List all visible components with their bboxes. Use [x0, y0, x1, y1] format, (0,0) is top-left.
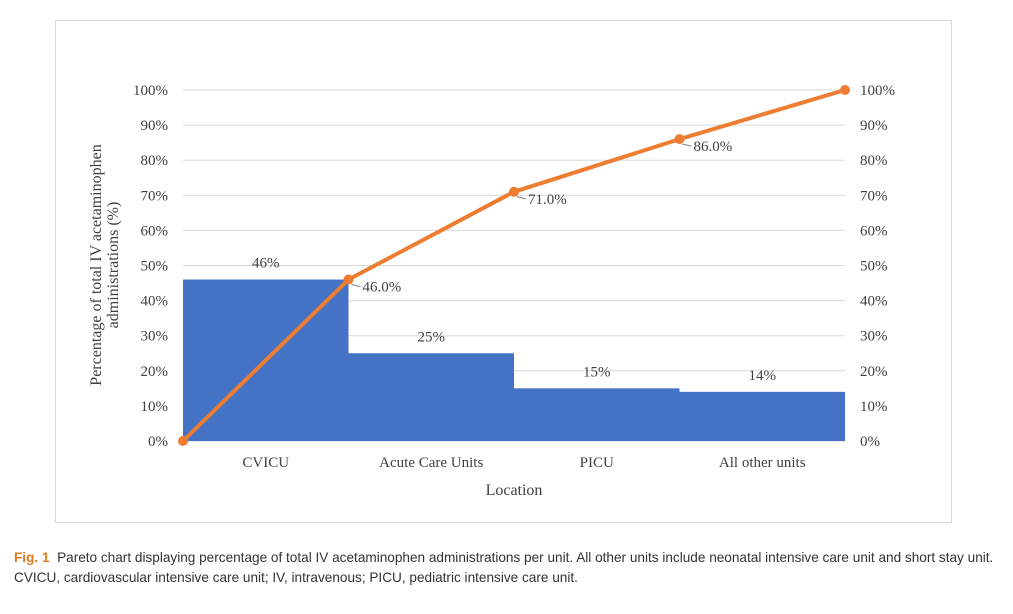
y-tick-label-right: 90% [860, 118, 888, 134]
cumulative-point-label: 86.0% [694, 139, 733, 155]
figure-label: Fig. 1 [14, 550, 50, 565]
y-tick-label-right: 50% [860, 259, 888, 275]
figure-frame [55, 20, 952, 523]
y-tick-label-left: 60% [141, 223, 169, 239]
caption-spacer [50, 550, 58, 565]
cumulative-line-group [178, 85, 850, 446]
cumulative-point [178, 436, 188, 446]
point-label-leader [516, 196, 527, 200]
y-axis-title-line-2: administrations (%) [105, 202, 122, 329]
y-tick-label-right: 40% [860, 294, 888, 310]
y-tick-label-right: 30% [860, 329, 888, 345]
y-tick-label-right: 100% [860, 83, 895, 99]
point-label-leader [351, 284, 361, 288]
cumulative-point-label: 71.0% [528, 192, 567, 208]
bar-value-label: 15% [583, 364, 611, 380]
y-tick-label-right: 20% [860, 364, 888, 380]
y-tick-label-left: 80% [141, 153, 169, 169]
y-tick-label-left: 50% [141, 259, 169, 275]
y-tick-label-right: 60% [860, 223, 888, 239]
labels: 0% 0% 10% 10% 20% 20% 30% 30% 40% 40% 50% 50% 60% 60%… [133, 83, 895, 471]
y-tick-label-left: 20% [141, 364, 169, 380]
caption-text: Pareto chart displaying percentage of to… [14, 550, 994, 585]
y-tick-label-right: 70% [860, 188, 888, 204]
y-tick-label-left: 100% [133, 83, 168, 99]
pareto-chart: 0% 0% 10% 10% 20% 20% 30% 30% 40% 40% 50% 50% 60% 60%… [88, 83, 895, 499]
bar-value-label: 25% [418, 329, 446, 345]
y-axis-title-line-1: Percentage of total IV acetaminophen [88, 144, 105, 385]
cumulative-point [840, 85, 850, 95]
bar-value-label: 14% [749, 368, 777, 384]
x-axis-title: Location [486, 482, 543, 499]
bar-value-label: 46% [252, 256, 280, 272]
y-tick-label-left: 70% [141, 188, 169, 204]
y-tick-label-left: 30% [141, 329, 169, 345]
y-tick-label-right: 0% [860, 434, 880, 450]
cumulative-point [674, 134, 685, 145]
bar [679, 391, 845, 441]
x-tick-label: PICU [580, 455, 614, 471]
bar [514, 388, 680, 441]
x-tick-label: CVICU [242, 455, 289, 471]
y-tick-label-left: 90% [141, 118, 169, 134]
cumulative-point-label: 46.0% [363, 280, 402, 296]
x-tick-label: All other units [719, 455, 806, 471]
bars [183, 279, 845, 441]
cumulative-point [343, 274, 354, 285]
y-axis-title: Percentage of total IV acetaminophen adm… [88, 144, 122, 385]
cumulative-point [509, 186, 519, 197]
x-tick-label: Acute Care Units [379, 455, 483, 471]
figure-caption: Fig. 1 Pareto chart displaying percentag… [14, 548, 999, 588]
y-tick-label-left: 40% [141, 294, 169, 310]
y-tick-label-right: 80% [860, 153, 888, 169]
point-label-leader [682, 143, 692, 147]
y-tick-label-left: 10% [141, 399, 169, 415]
y-tick-label-left: 0% [148, 434, 168, 450]
y-tick-label-right: 10% [860, 399, 888, 415]
bar [348, 353, 514, 441]
